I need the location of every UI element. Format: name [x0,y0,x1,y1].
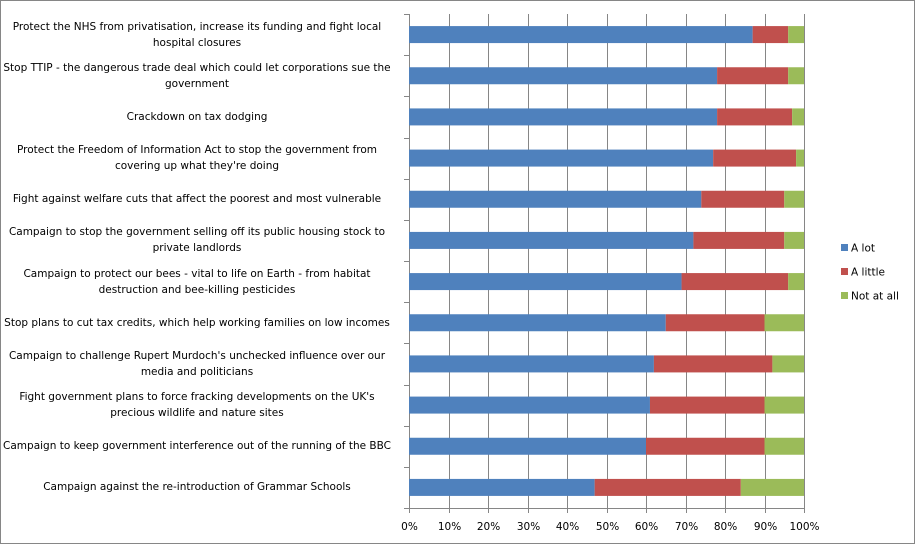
bar-a-little [713,149,797,167]
bar-a-little [752,26,789,44]
category-label: Campaign to keep government interference… [3,440,391,453]
category-label: Campaign to stop the government selling … [8,226,386,255]
legend-label: A little [851,267,885,279]
category-label: Protect the Freedom of Information Act t… [16,144,377,173]
bar-a-lot [409,231,694,249]
x-tick-label: 10% [438,521,461,533]
bar-a-lot [409,273,682,291]
bar-a-little [681,273,789,291]
x-tick-label: 100% [789,521,819,533]
x-tick-label: 80% [714,521,737,533]
bar-a-lot [409,355,654,373]
bar-a-lot [409,314,666,332]
bar-a-lot [409,149,714,167]
bar-a-little [594,478,741,496]
bar-not-at-all [784,190,804,208]
category-label: Campaign to protect our bees - vital to … [23,267,371,296]
bar-a-lot [409,190,702,208]
x-tick-label: 60% [635,521,658,533]
x-tick-label: 40% [556,521,579,533]
bar-not-at-all [784,231,804,249]
bar-a-lot [409,26,753,44]
bar-a-little [653,355,773,373]
x-tick-label: 90% [754,521,777,533]
bar-a-lot [409,67,718,85]
bar-a-lot [409,108,718,126]
bar-not-at-all [788,67,804,85]
bar-a-little [717,67,789,85]
x-tick-label: 20% [477,521,500,533]
bar-a-lot [409,437,646,455]
bar-a-little [701,190,785,208]
x-tick-label: 70% [675,521,698,533]
bar-a-little [693,231,785,249]
bar-not-at-all [796,149,804,167]
bar-a-little [717,108,793,126]
bar-a-lot [409,478,595,496]
legend-swatch [841,244,848,251]
x-tick-label: 50% [596,521,619,533]
bar-not-at-all [764,314,804,332]
category-label: Campaign against the re-introduction of … [43,481,351,494]
legend-swatch [841,292,848,299]
legend-swatch [841,268,848,275]
bar-not-at-all [788,26,804,44]
legend-label: A lot [851,243,875,255]
x-tick-label: 30% [517,521,540,533]
x-tick-label: 0% [401,521,418,533]
category-label: Campaign to challenge Rupert Murdoch's u… [8,349,386,378]
category-label: Fight government plans to force fracking… [19,391,375,420]
legend-label: Not at all [851,291,899,303]
bar-a-little [649,396,765,414]
category-label: Fight against welfare cuts that affect t… [12,193,382,206]
bar-not-at-all [772,355,804,373]
bar-not-at-all [788,273,804,291]
bar-a-little [646,437,765,455]
category-label: Protect the NHS from privatisation, incr… [12,20,382,49]
category-label: Stop plans to cut tax credits, which hel… [4,316,390,329]
bar-a-little [665,314,765,332]
bar-not-at-all [792,108,804,126]
bar-a-lot [409,396,650,414]
category-label: Crackdown on tax dodging [126,110,268,123]
category-label: Stop TTIP - the dangerous trade deal whi… [3,61,391,90]
bar-not-at-all [764,396,804,414]
bar-not-at-all [740,478,804,496]
bar-not-at-all [764,437,804,455]
